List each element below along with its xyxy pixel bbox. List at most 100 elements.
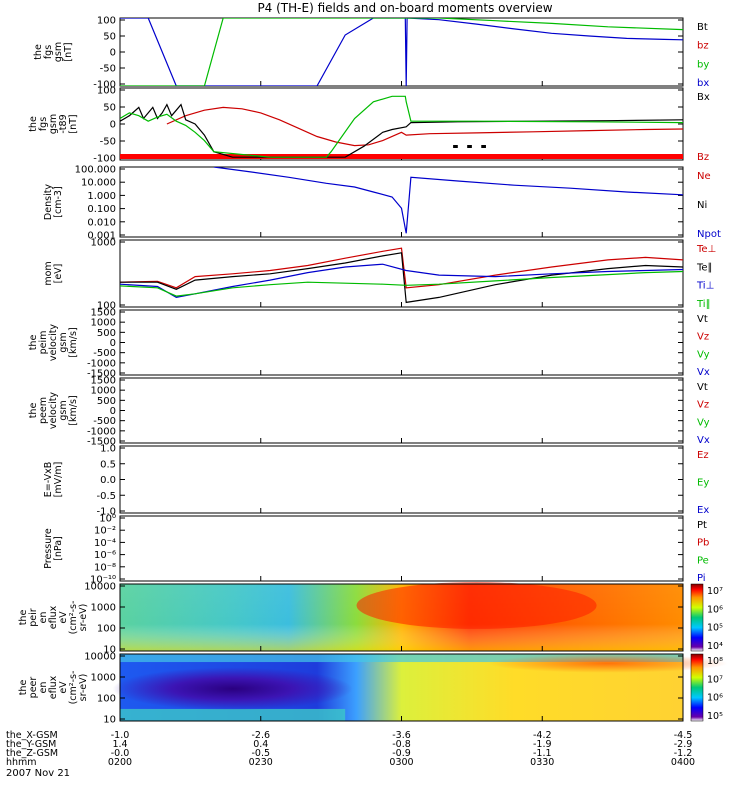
y-axis-label: peim: [38, 331, 49, 355]
series-te∥: [120, 252, 683, 304]
legend-pe: Pe: [697, 555, 709, 566]
legend-ey: Ey: [697, 478, 709, 489]
panel-2: 100 50 0 -50 -100 the fgs gsm -t89 [nT] Bx Bz: [28, 86, 710, 165]
y-axis-label: en: [38, 612, 49, 624]
series-bz: [120, 95, 683, 158]
panel-10: 10000 1000 100 10 the peer en eflux eV (cm²-s-sr-…: [18, 652, 728, 726]
legend-ti∥: Ti∥: [696, 299, 711, 310]
ephemeris-label: the_Z-GSM: [6, 748, 58, 759]
y-tick-label: 100: [97, 301, 116, 312]
y-tick-label: 0: [110, 406, 116, 417]
ephemeris-value: 0400: [671, 757, 695, 768]
y-axis-label: [mV/m]: [53, 462, 64, 498]
y-axis-label: eV: [58, 611, 69, 624]
y-axis-label: peer: [28, 677, 39, 699]
panel-frame: [119, 166, 684, 238]
colorbar-tick-label: 10⁴: [707, 641, 723, 652]
date-label: 2007 Nov 21: [6, 768, 70, 779]
y-tick-label: 10000: [84, 652, 116, 663]
ephemeris-value: -0.9: [392, 748, 411, 759]
legend-bz: bz: [697, 41, 709, 52]
y-tick-label: 10: [103, 715, 116, 726]
y-axis-label: [km/s]: [68, 395, 79, 425]
legend-vx: Vx: [697, 435, 710, 446]
y-axis-label: the: [18, 680, 29, 696]
y-axis-label: en: [38, 682, 49, 694]
y-tick-label: 0: [110, 48, 116, 59]
ion-hot-region: [356, 581, 597, 629]
electron-cold-core: [112, 667, 353, 711]
ephemeris-value: 1.4: [112, 739, 127, 750]
y-tick-label: 100: [97, 694, 116, 705]
legend-ex: Ex: [697, 505, 709, 516]
ephemeris-value: -0.8: [392, 739, 411, 750]
y-axis-label: peir: [28, 608, 39, 627]
ephemeris-value: -1.0: [111, 730, 130, 741]
legend-vx: Vx: [697, 367, 710, 378]
ephemeris-value: -2.6: [251, 730, 270, 741]
y-tick-label: 10.000: [81, 178, 116, 189]
y-axis-label: mom: [43, 261, 54, 285]
legend-ni: Ni: [697, 200, 707, 211]
y-axis-label: E=-VxB: [43, 462, 54, 497]
series-by: [120, 18, 683, 86]
y-tick-label: 0.010: [87, 217, 116, 228]
y-tick-label: 10⁰: [99, 514, 116, 525]
electron-spectrogram-bottom: [120, 708, 346, 721]
y-axis-label: (cm²-s-: [68, 601, 79, 635]
y-axis-label: sr-eV): [78, 604, 89, 632]
y-axis-label: gsm: [58, 400, 69, 420]
legend-ti⊥: Ti⊥: [696, 281, 714, 292]
y-tick-label: -50: [100, 64, 116, 75]
legend-by: by: [697, 59, 709, 70]
y-tick-label: -1000: [87, 358, 116, 369]
colorbar-tick-label: 10⁶: [707, 693, 723, 704]
y-axis-label: (cm²-s-: [68, 671, 79, 705]
panel-frame: [119, 445, 684, 514]
y-tick-label: 1500: [91, 308, 116, 319]
y-tick-label: 100.000: [75, 165, 116, 176]
y-axis-label: the: [28, 403, 39, 419]
legend-te⊥: Te⊥: [696, 244, 716, 255]
legend-vz: Vz: [697, 400, 709, 411]
colorbar-tick-label: 10⁷: [707, 674, 723, 685]
flag-bar: [467, 145, 472, 148]
y-axis-label: the: [18, 610, 29, 626]
ephemeris-value: 0230: [249, 757, 273, 768]
legend-bz: Bz: [697, 152, 709, 163]
y-tick-label: 100: [97, 86, 116, 97]
y-tick-label: -50: [100, 137, 116, 148]
legend-pb: Pb: [697, 538, 709, 549]
y-axis-label: [nT]: [68, 114, 79, 133]
y-tick-label: 50: [103, 32, 116, 43]
legend-te∥: Te∥: [696, 262, 713, 273]
legend-pt: Pt: [697, 520, 707, 531]
colorbar-tick-label: 10⁷: [707, 586, 723, 597]
y-tick-label: 1000: [91, 386, 116, 397]
legend-ez: Ez: [697, 450, 709, 461]
y-tick-label: -0.5: [96, 491, 116, 502]
y-tick-label: -100: [93, 154, 116, 165]
y-axis-label: [nT]: [63, 42, 74, 61]
legend-vy: Vy: [697, 417, 710, 428]
ephemeris-label: hhmm: [6, 757, 37, 768]
legend-vy: Vy: [697, 349, 710, 360]
ephemeris-label: the_Y-GSM: [6, 739, 56, 750]
panel-1: 100 50 0 -50 -100 the fgs gsm [nT] Bt bz by bx: [33, 16, 709, 91]
y-axis-label: eflux: [48, 675, 59, 699]
series-te⊥: [120, 247, 683, 289]
y-axis-label: [km/s]: [68, 327, 79, 357]
y-tick-label: -500: [93, 416, 116, 427]
y-tick-label: -500: [93, 348, 116, 359]
ephemeris-value: 0300: [389, 757, 413, 768]
series-npot: [213, 167, 683, 234]
y-tick-label: 10⁻⁸: [94, 562, 116, 573]
colorbar-tick-label: 10⁵: [707, 623, 723, 634]
ephemeris-value: 0200: [108, 757, 132, 768]
y-tick-label: -1500: [87, 437, 116, 448]
y-tick-label: 500: [97, 396, 116, 407]
